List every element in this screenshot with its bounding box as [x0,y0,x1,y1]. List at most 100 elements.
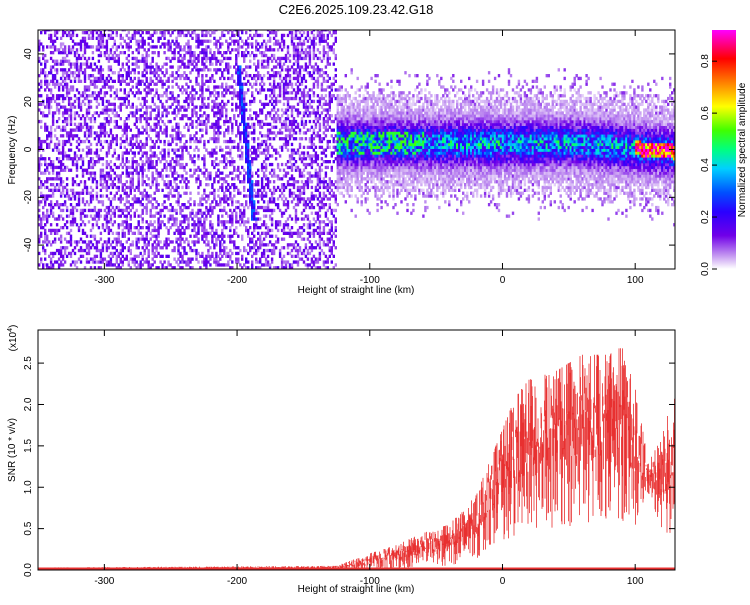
heatmap-cell [137,59,140,63]
heatmap-cell [183,191,186,195]
heatmap-cell [227,65,230,69]
heatmap-cell [127,260,130,264]
heatmap-cell [286,226,290,230]
heatmap-cell [229,217,232,221]
heatmap-cell [111,180,115,184]
heatmap-cell [288,191,292,195]
heatmap-cell [75,62,79,66]
heatmap-cell [129,137,132,141]
heatmap-cell [89,99,93,104]
heatmap-cell [163,142,166,147]
heatmap-cell [127,125,130,129]
heatmap-cell [71,217,75,221]
heatmap-cell [193,214,196,218]
heatmap-cell [306,197,310,201]
heatmap-cell [203,105,206,109]
heatmap-cell [42,197,45,201]
heatmap-cell [155,82,158,86]
heatmap-cell [276,223,280,227]
heatmap-cell [241,257,244,261]
heatmap-cell [79,62,83,66]
heatmap-cell [181,105,184,109]
heatmap-cell [93,30,97,32]
heatmap-cell [264,48,268,52]
heatmap-cell [290,39,294,43]
heatmap-cell [300,42,304,46]
heatmap-cell [292,137,296,141]
heatmap-cell [153,246,156,250]
heatmap-cell [97,36,101,40]
heatmap-cell [63,154,67,158]
heatmap-cell [51,214,55,218]
heatmap-cell [44,157,47,161]
heatmap-cell [63,48,67,52]
heatmap-cell [221,263,224,267]
heatmap-cell [286,142,290,147]
heatmap-cell [55,96,59,101]
heatmap-cell [101,174,105,178]
heatmap-cell [103,45,107,49]
heatmap-cell [51,148,55,152]
heatmap-cell [83,180,87,184]
heatmap-cell [175,223,178,227]
heatmap-cell [133,160,136,164]
heatmap-cell [165,185,168,190]
heatmap-cell [125,226,128,230]
heatmap-cell [65,157,69,161]
heatmap-cell [179,131,182,135]
heatmap-cell [127,91,130,95]
heatmap-cell [131,68,134,72]
heatmap-cell [83,71,87,75]
heatmap-cell [239,223,242,227]
heatmap-cell [103,82,107,86]
heatmap-cell [179,105,182,109]
heatmap-cell [189,257,192,261]
heatmap-cell [274,117,278,121]
heatmap-cell [304,108,308,112]
heatmap-cell [233,42,236,46]
heatmap-cell [71,162,75,167]
heatmap-cell [53,59,57,63]
heatmap-cell [93,96,97,101]
heatmap-cell [119,108,122,112]
heatmap-cell [243,59,246,63]
heatmap-cell [259,76,262,81]
heatmap-cell [51,266,55,269]
heatmap-cell [272,91,276,95]
heatmap-cell [61,263,65,267]
heatmap-cell [143,42,146,46]
heatmap-cell [113,137,116,141]
heatmap-cell [101,85,105,89]
heatmap-cell [310,203,314,207]
heatmap-cell [221,197,224,201]
heatmap-cell [264,42,268,46]
heatmap-cell [87,33,91,38]
heatmap-cell [255,111,258,115]
heatmap-cell [55,62,59,66]
heatmap-cell [169,180,172,184]
heatmap-cell [245,53,248,58]
heatmap-cell [288,91,292,95]
heatmap-cell [171,39,174,43]
heatmap-cell [163,154,166,158]
heatmap-cell [278,82,282,86]
heatmap-cell [159,76,162,81]
heatmap-cell [147,36,150,40]
heatmap-cell [237,39,240,43]
heatmap-cell [292,68,296,72]
heatmap-cell [71,177,75,181]
heatmap-cell [48,162,51,167]
heatmap-cell [165,42,168,46]
heatmap-cell [235,246,238,250]
heatmap-cell [266,203,270,207]
heatmap-cell [223,223,226,227]
heatmap-cell [95,223,99,227]
heatmap-cell [284,220,288,224]
heatmap-cell [201,128,204,132]
heatmap-cell [145,65,148,69]
heatmap-cell [294,36,298,40]
heatmap-cell [245,200,248,204]
heatmap-cell [223,197,226,201]
heatmap-cell [117,185,120,190]
heatmap-cell [149,68,152,72]
